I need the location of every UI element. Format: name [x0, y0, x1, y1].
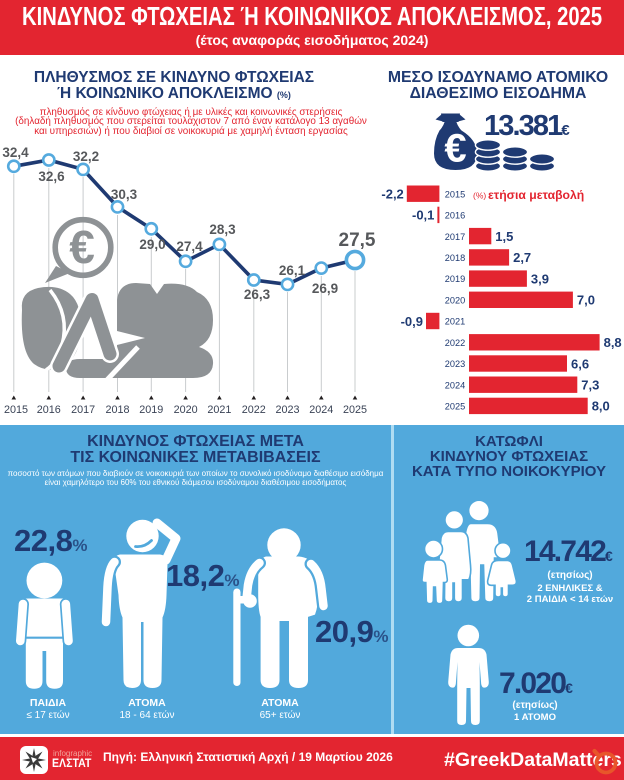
- svg-text:2021: 2021: [207, 404, 231, 416]
- svg-text:2017: 2017: [71, 404, 95, 416]
- svg-text:2015: 2015: [4, 404, 28, 416]
- svg-text:29,0: 29,0: [139, 237, 165, 252]
- svg-text:8,0: 8,0: [592, 399, 610, 414]
- svg-text:€: €: [69, 221, 95, 273]
- svg-text:2022: 2022: [445, 338, 465, 348]
- svg-text:2017: 2017: [445, 232, 465, 242]
- svg-text:28,3: 28,3: [209, 222, 236, 237]
- svg-text:ετήσια μεταβολή: ετήσια μεταβολή: [488, 188, 584, 202]
- svg-text:2,7: 2,7: [513, 250, 531, 265]
- svg-text:2024: 2024: [309, 404, 333, 416]
- svg-text:2020: 2020: [174, 404, 198, 416]
- svg-text:€: €: [444, 127, 466, 171]
- svg-text:(%): (%): [473, 191, 486, 201]
- svg-text:2025: 2025: [445, 402, 465, 412]
- svg-text:2019: 2019: [445, 274, 465, 284]
- svg-text:32,4: 32,4: [2, 145, 29, 160]
- svg-text:2016: 2016: [445, 211, 465, 221]
- svg-text:2022: 2022: [242, 404, 266, 416]
- svg-text:2024: 2024: [445, 380, 465, 390]
- svg-text:-0,1: -0,1: [412, 208, 434, 223]
- svg-text:27,4: 27,4: [176, 239, 203, 254]
- svg-text:8,8: 8,8: [604, 335, 622, 350]
- svg-text:2015: 2015: [445, 189, 465, 199]
- svg-text:2018: 2018: [105, 404, 129, 416]
- svg-text:2019: 2019: [139, 404, 163, 416]
- svg-text:3,9: 3,9: [531, 271, 549, 286]
- svg-text:2018: 2018: [445, 253, 465, 263]
- svg-text:2021: 2021: [445, 317, 465, 327]
- svg-text:6,6: 6,6: [571, 356, 589, 371]
- svg-text:2016: 2016: [37, 404, 61, 416]
- svg-text:-2,2: -2,2: [381, 187, 403, 202]
- svg-text:2023: 2023: [445, 359, 465, 369]
- svg-text:32,2: 32,2: [73, 149, 99, 164]
- svg-text:27,5: 27,5: [339, 230, 376, 251]
- svg-text:26,9: 26,9: [312, 281, 338, 296]
- svg-text:26,3: 26,3: [244, 287, 271, 302]
- svg-text:1,5: 1,5: [495, 229, 513, 244]
- svg-text:7,0: 7,0: [577, 293, 595, 308]
- svg-text:30,3: 30,3: [111, 187, 138, 202]
- svg-text:7,3: 7,3: [581, 378, 599, 393]
- svg-text:32,6: 32,6: [38, 169, 65, 184]
- svg-text:2023: 2023: [275, 404, 299, 416]
- svg-text:2025: 2025: [343, 404, 367, 416]
- svg-text:-0,9: -0,9: [401, 314, 423, 329]
- svg-text:2020: 2020: [445, 295, 465, 305]
- svg-text:26,1: 26,1: [279, 263, 306, 278]
